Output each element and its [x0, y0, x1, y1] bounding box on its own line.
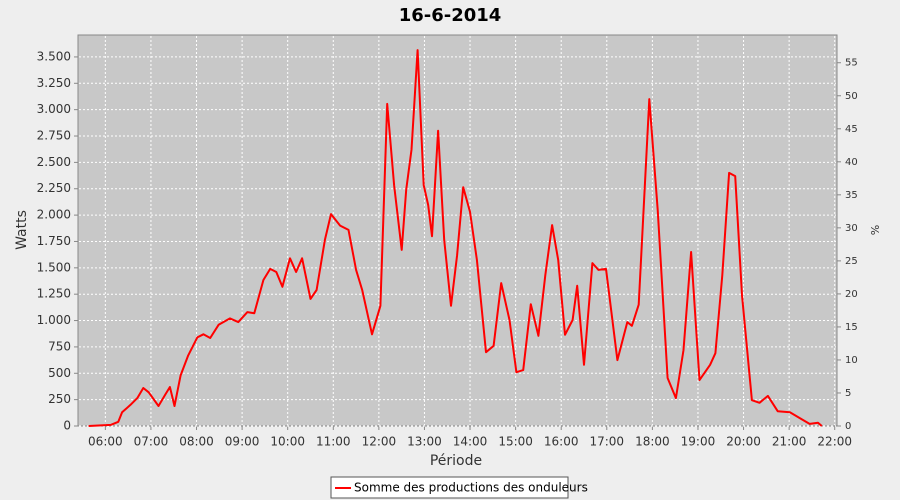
x-tick-label: 10:00 [270, 435, 305, 449]
legend-label: Somme des productions des onduleurs [354, 481, 588, 495]
y2-tick-label: 30 [845, 223, 858, 234]
y-tick-label: 750 [48, 339, 71, 353]
y-tick-label: 1.000 [37, 313, 71, 327]
y2-tick-label: 40 [845, 157, 858, 168]
x-tick-label: 21:00 [772, 435, 807, 449]
x-tick-label: 07:00 [134, 435, 169, 449]
x-tick-label: 20:00 [726, 435, 761, 449]
y-tick-label: 2.500 [37, 155, 71, 169]
y2-tick-label: 0 [845, 421, 851, 432]
y-tick-label: 2.000 [37, 208, 71, 222]
y-tick-label: 0 [63, 419, 71, 433]
y-tick-label: 2.250 [37, 181, 71, 195]
legend [330, 476, 569, 499]
x-tick-label: 06:00 [88, 435, 123, 449]
y2-axis-label: % [868, 225, 881, 235]
x-tick-label: 17:00 [589, 435, 624, 449]
chart-title: 16-6-2014 [399, 5, 502, 26]
y2-tick-label: 50 [845, 91, 858, 102]
y-tick-label: 250 [48, 392, 71, 406]
x-tick-label: 08:00 [179, 435, 214, 449]
x-tick-label: 12:00 [362, 435, 397, 449]
y2-tick-label: 55 [845, 58, 858, 69]
y-tick-label: 1.750 [37, 234, 71, 248]
x-tick-label: 13:00 [407, 435, 442, 449]
y2-tick-label: 20 [845, 289, 858, 300]
x-tick-label: 22:00 [817, 435, 852, 449]
y2-tick-label: 45 [845, 124, 858, 135]
y2-tick-label: 10 [845, 355, 858, 366]
y2-tick-label: 35 [845, 190, 858, 201]
x-tick-label: 11:00 [316, 435, 351, 449]
y2-tick-label: 5 [845, 388, 851, 399]
y-tick-label: 500 [48, 366, 71, 380]
x-axis-label: Période [430, 453, 482, 469]
plot-area [77, 34, 838, 427]
x-tick-label: 16:00 [544, 435, 579, 449]
x-tick-label: 14:00 [453, 435, 488, 449]
x-tick-label: 19:00 [681, 435, 716, 449]
x-tick-label: 15:00 [498, 435, 533, 449]
y-tick-label: 3.000 [37, 102, 71, 116]
y2-tick-label: 25 [845, 256, 858, 267]
y-tick-label: 3.250 [37, 76, 71, 90]
y-axis-label: Watts [14, 210, 30, 250]
y-tick-label: 2.750 [37, 129, 71, 143]
x-tick-label: 18:00 [635, 435, 670, 449]
y-tick-label: 3.500 [37, 49, 71, 63]
data-line [88, 49, 823, 427]
y2-tick-label: 15 [845, 322, 858, 333]
x-tick-label: 09:00 [225, 435, 260, 449]
y-tick-label: 1.250 [37, 287, 71, 301]
y-tick-label: 1.500 [37, 260, 71, 274]
